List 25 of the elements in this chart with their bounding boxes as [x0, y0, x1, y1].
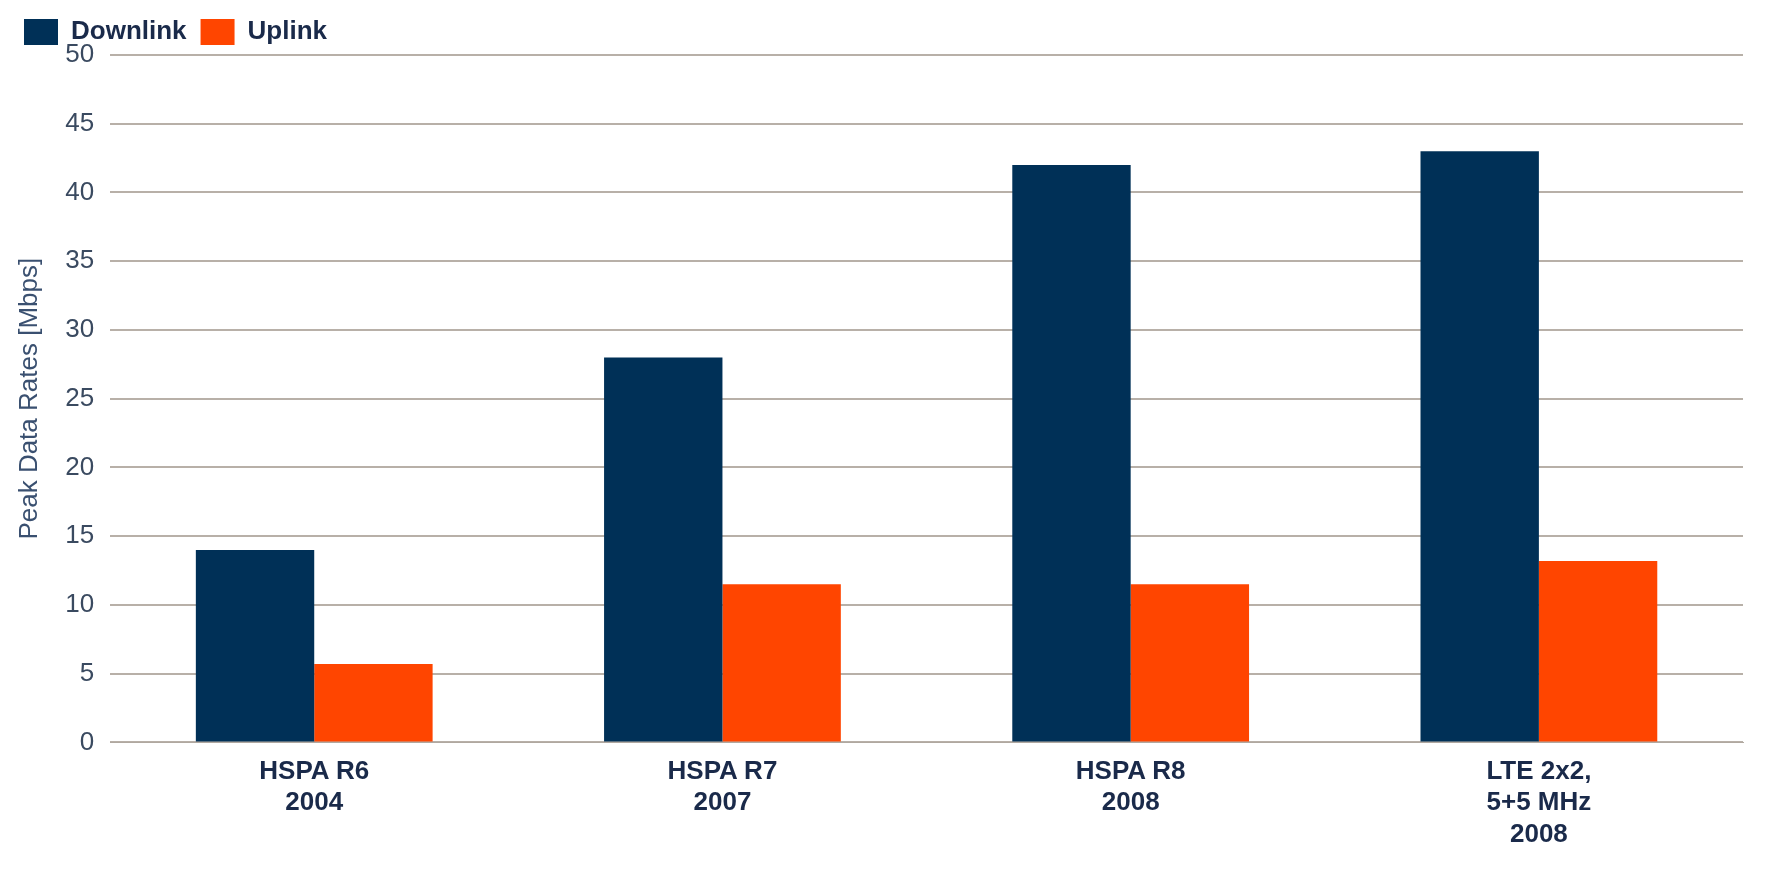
x-tick-label: LTE 2x2, 5+5 MHz 2008 [1486, 755, 1592, 848]
y-tick-label: 35 [65, 244, 95, 275]
y-tick-label: 20 [65, 450, 95, 481]
bar [314, 664, 433, 742]
y-tick-label: 25 [65, 381, 95, 412]
bar [722, 584, 841, 742]
legend-label: Uplink [247, 15, 328, 46]
x-tick-label: HSPA R7 2007 [667, 755, 778, 817]
y-tick-label: 40 [65, 175, 95, 206]
y-tick-label: 45 [65, 106, 95, 137]
y-tick-label: 5 [79, 656, 95, 687]
bar [1130, 584, 1250, 742]
bar [195, 549, 315, 742]
bar [1538, 560, 1658, 742]
y-tick-label: 50 [65, 38, 95, 69]
bar [1012, 164, 1131, 742]
y-tick-label: 15 [65, 519, 95, 550]
y-tick-label: 30 [65, 313, 95, 344]
x-tick-label: HSPA R8 2008 [1075, 755, 1186, 817]
y-axis-title: Peak Data Rates [Mbps] [12, 257, 43, 540]
bar [1420, 151, 1539, 742]
y-tick-label: 10 [65, 588, 95, 619]
y-tick-label: 0 [79, 725, 95, 756]
bar [604, 357, 723, 742]
x-tick-label: HSPA R6 2004 [259, 755, 370, 817]
